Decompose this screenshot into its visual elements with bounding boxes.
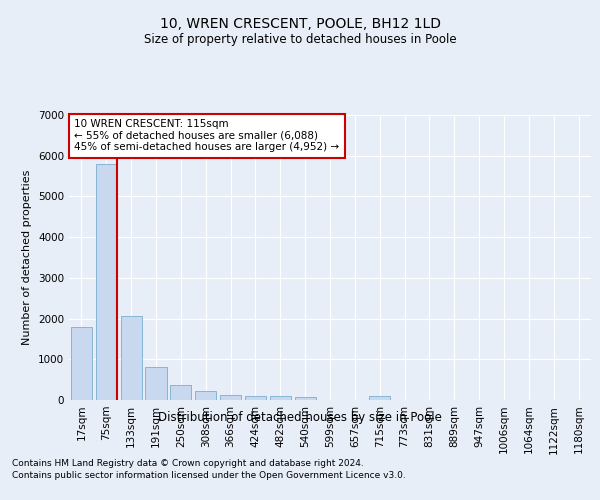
Bar: [270, 396, 291, 400]
Bar: [170, 386, 191, 400]
Bar: [369, 396, 390, 400]
Bar: [121, 316, 142, 400]
Bar: [145, 366, 167, 400]
Text: Size of property relative to detached houses in Poole: Size of property relative to detached ho…: [143, 32, 457, 46]
Bar: [220, 394, 241, 400]
Text: 10, WREN CRESCENT, POOLE, BH12 1LD: 10, WREN CRESCENT, POOLE, BH12 1LD: [160, 18, 440, 32]
Bar: [295, 397, 316, 400]
Bar: [96, 164, 117, 400]
Y-axis label: Number of detached properties: Number of detached properties: [22, 170, 32, 345]
Text: Distribution of detached houses by size in Poole: Distribution of detached houses by size …: [158, 411, 442, 424]
Text: Contains public sector information licensed under the Open Government Licence v3: Contains public sector information licen…: [12, 471, 406, 480]
Text: 10 WREN CRESCENT: 115sqm
← 55% of detached houses are smaller (6,088)
45% of sem: 10 WREN CRESCENT: 115sqm ← 55% of detach…: [74, 120, 340, 152]
Bar: [71, 326, 92, 400]
Bar: [195, 392, 216, 400]
Text: Contains HM Land Registry data © Crown copyright and database right 2024.: Contains HM Land Registry data © Crown c…: [12, 458, 364, 468]
Bar: [245, 396, 266, 400]
